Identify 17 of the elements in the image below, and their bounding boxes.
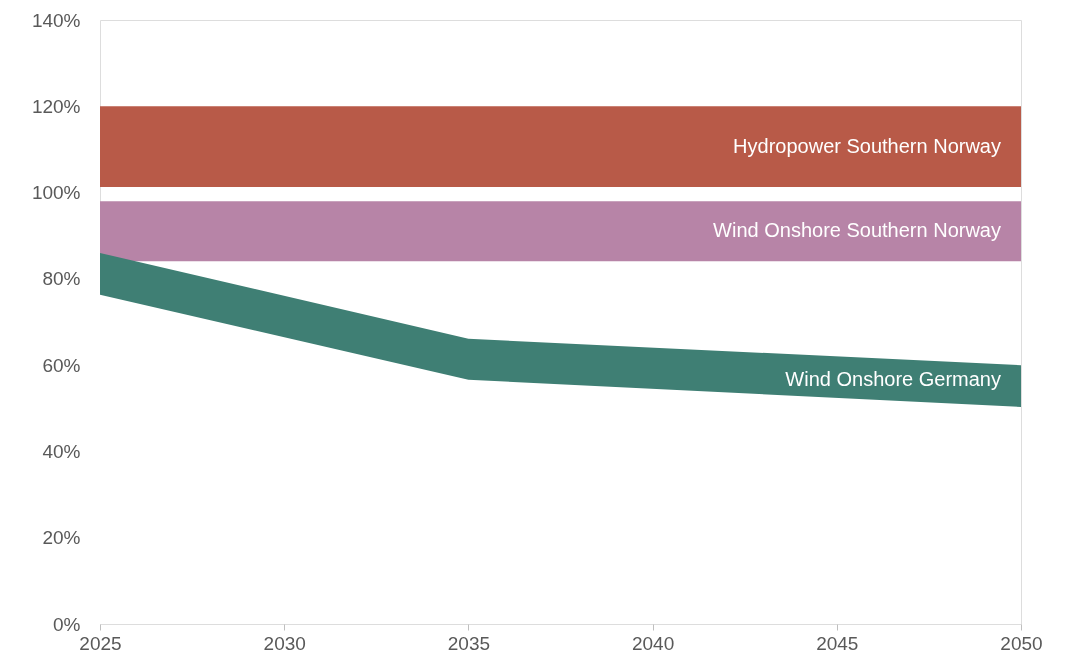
y-tick-label: 60%	[42, 354, 81, 376]
x-tick-label: 2025	[79, 632, 122, 654]
series-label: Wind Onshore Germany	[785, 368, 1001, 391]
x-tick-label: 2035	[447, 632, 491, 654]
y-tick-label: 100%	[31, 182, 81, 204]
x-tick-label: 2045	[816, 632, 859, 654]
y-tick-label: 40%	[42, 440, 81, 462]
x-tick-label: 2040	[631, 632, 675, 654]
x-tick-label: 2030	[263, 632, 306, 654]
x-tick-label: 2050	[1000, 632, 1043, 654]
y-tick-label: 20%	[42, 527, 81, 549]
y-tick-label: 0%	[53, 613, 81, 635]
y-tick-label: 80%	[42, 268, 81, 290]
y-tick-label: 140%	[31, 9, 81, 31]
y-tick-label: 120%	[31, 95, 81, 117]
band-label: Wind Onshore Southern Norway	[713, 219, 1001, 242]
band-label: Hydropower Southern Norway	[733, 134, 1001, 157]
